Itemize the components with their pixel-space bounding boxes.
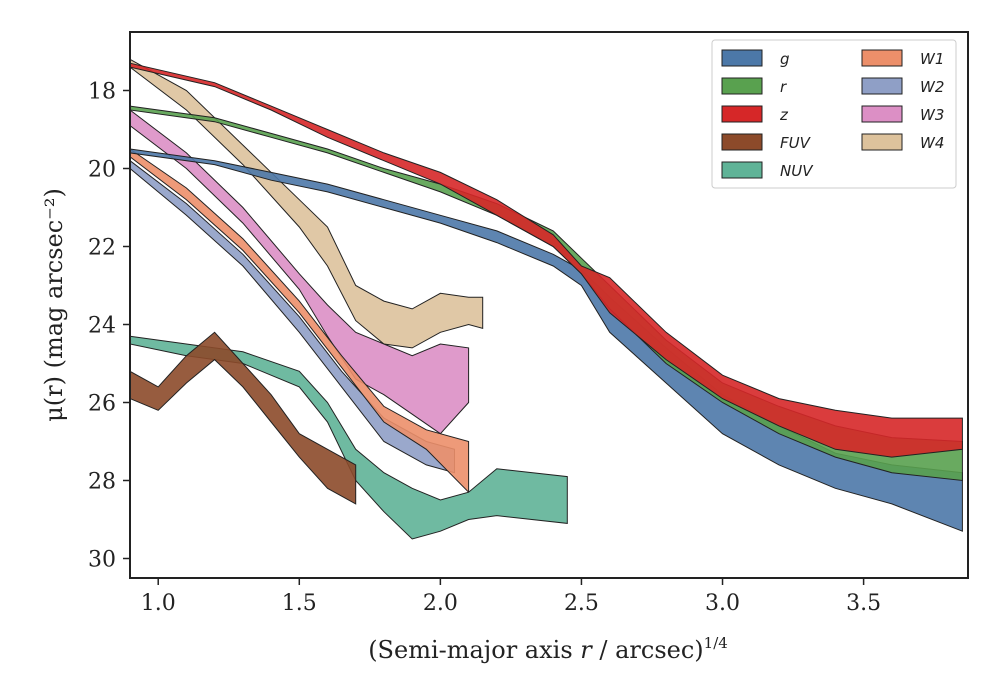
legend: grz FUV NUV W1 W2 W3 W4 [711,39,957,189]
x-tick-label: 1.5 [282,591,317,616]
legend-label-NUV: NUV [780,162,814,180]
x-axis-ticks: 1.0 1.5 2.0 2.5 3.0 3.5 [141,578,881,616]
legend-swatch-W3 [861,105,903,123]
band-z [129,62,963,458]
y-tick-label: 22 [88,236,116,261]
legend-label-W3: W3 [920,106,944,124]
x-axis-title-prefix: (Semi-major axis [368,636,572,664]
legend-label-W2: W2 [920,78,944,96]
y-tick-label: 26 [88,392,116,417]
y-tick-label: 18 [88,80,116,105]
legend-label-z: z [779,106,789,124]
legend-swatch-r [721,77,763,95]
x-tick-label: 2.0 [423,591,458,616]
legend-swatch-W1 [861,49,903,67]
legend-label-W4: W4 [920,134,944,152]
band-W4 [129,58,484,349]
x-axis-title-suffix: / arcsec) [599,636,703,664]
legend-swatch-W2 [861,77,903,95]
legend-swatch-g [721,49,763,67]
legend-label-r: r [780,78,787,96]
x-tick-label: 3.5 [846,591,881,616]
legend-box [711,39,957,189]
y-tick-label: 28 [88,470,116,495]
x-axis-title-var: r [580,636,593,664]
legend-items: grz FUV NUV W1 W2 W3 W4 [721,49,944,180]
legend-label-g: g [780,50,790,68]
x-tick-label: 3.0 [705,591,740,616]
x-axis-title-sup: 1/4 [704,634,728,652]
x-tick-label: 2.5 [564,591,599,616]
legend-swatch-W4 [861,133,903,151]
legend-swatch-z [721,105,763,123]
y-tick-label: 20 [88,158,116,183]
band-layer [129,58,963,540]
band-FUV [129,331,357,505]
y-tick-label: 24 [88,314,116,339]
legend-swatch-NUV [721,161,763,179]
y-axis-title: μ(r) (mag arcsec⁻²) [40,188,68,422]
x-axis-title: (Semi-major axis r / arcsec)1/4 [368,634,728,664]
band-W3 [129,108,470,435]
y-axis-ticks: 18 20 22 24 26 28 30 [88,80,130,573]
plot-frame [129,31,969,579]
legend-label-W1: W1 [920,50,944,68]
band-NUV [129,335,568,540]
legend-swatch-FUV [721,133,763,151]
band-g [129,148,963,532]
y-tick-label: 30 [88,548,116,573]
x-tick-label: 1.0 [141,591,176,616]
legend-label-FUV: FUV [780,134,812,152]
